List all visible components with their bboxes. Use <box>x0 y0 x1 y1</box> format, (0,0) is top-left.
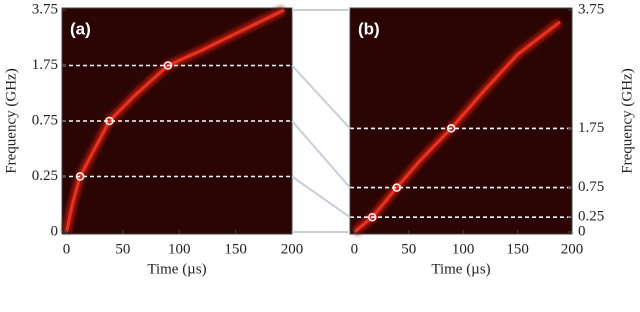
x-tick-label: 100 <box>452 241 475 257</box>
y-axis-label: Frequency (GHz) <box>3 68 19 173</box>
ridge <box>65 8 285 233</box>
marker <box>368 212 377 222</box>
x-tick-label: 0 <box>351 241 359 257</box>
ridge <box>353 20 561 234</box>
connector <box>291 64 351 130</box>
panel-label: (b) <box>358 19 380 38</box>
y-tick-label: 1.75 <box>578 120 604 136</box>
y-tick-label: 3.75 <box>32 1 58 17</box>
y-tick-label: 0.25 <box>578 209 604 225</box>
y-tick-label: 3.75 <box>578 1 604 17</box>
marker <box>163 61 173 70</box>
y-axis-label: Frequency (GHz) <box>619 68 635 173</box>
x-tick-label: 200 <box>561 241 584 257</box>
connector <box>291 175 351 219</box>
marker <box>446 124 456 133</box>
marker <box>75 172 85 181</box>
x-tick-label: 150 <box>506 241 529 257</box>
x-tick-label: 50 <box>115 241 130 257</box>
y-tick-label: 0 <box>578 223 586 239</box>
x-axis-label: Time (µs) <box>431 261 490 277</box>
marker <box>105 116 114 126</box>
y-tick-label: 0.25 <box>32 168 58 184</box>
y-tick-label: 0.75 <box>578 179 604 195</box>
connector <box>291 120 351 189</box>
y-tick-label: 1.75 <box>32 57 58 73</box>
panel-label: (a) <box>70 19 91 38</box>
x-tick-label: 200 <box>281 241 304 257</box>
y-tick-label: 0 <box>51 223 59 239</box>
x-axis-label: Time (µs) <box>147 261 206 277</box>
x-tick-label: 0 <box>63 241 71 257</box>
x-tick-label: 100 <box>168 241 191 257</box>
y-tick-label: 0.75 <box>32 112 58 128</box>
x-tick-label: 150 <box>224 241 247 257</box>
plot-frame <box>349 7 573 235</box>
x-tick-label: 50 <box>401 241 416 257</box>
marker <box>392 183 402 192</box>
